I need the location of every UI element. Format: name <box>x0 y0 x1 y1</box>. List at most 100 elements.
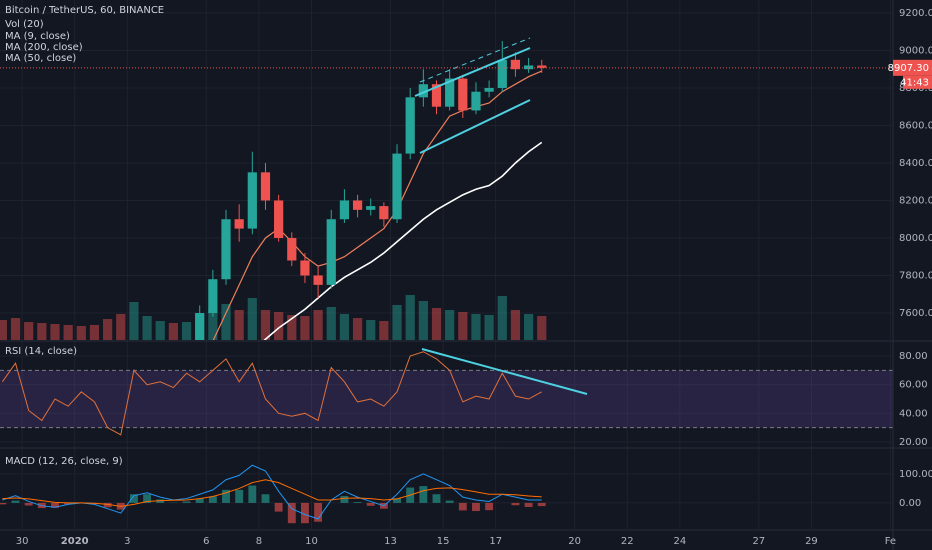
candle-body <box>339 200 350 220</box>
volume-bar <box>0 320 7 340</box>
y-tick-label: 9000.00 <box>899 45 932 56</box>
axes: 7600.007800.008000.008200.008400.008600.… <box>16 8 932 547</box>
trend-line <box>419 99 531 154</box>
pane-title: RSI (14, close) <box>5 346 77 357</box>
candle-body <box>537 65 547 68</box>
histogram-bar <box>432 494 441 503</box>
histogram-bar <box>274 502 283 512</box>
candle-body <box>445 78 455 107</box>
volume-bar <box>168 323 178 340</box>
price-pane <box>0 41 547 340</box>
candle-body <box>471 91 481 111</box>
volume-bar <box>484 315 494 340</box>
y-tick-label: 0.00 <box>899 498 921 509</box>
volume-bar <box>50 324 60 340</box>
volume-bar <box>431 308 442 340</box>
histogram-bar <box>511 502 520 506</box>
histogram-bar <box>366 502 375 506</box>
x-tick-label: 20 <box>568 536 581 547</box>
volume-bar <box>523 314 534 340</box>
trend-line <box>421 348 588 395</box>
legend-entry: Vol (20) <box>5 19 44 30</box>
volume-bar <box>234 310 244 340</box>
volume-bar <box>129 302 139 340</box>
volume-bar <box>510 310 521 340</box>
x-tick-label: 17 <box>489 536 502 547</box>
histogram-bar <box>195 498 204 503</box>
x-tick-label: 27 <box>752 536 765 547</box>
histogram-bar <box>235 489 244 503</box>
volume-bar <box>260 310 271 340</box>
histogram-bar <box>24 502 33 506</box>
y-tick-label: 80.00 <box>899 351 928 362</box>
histogram-bar <box>222 489 230 503</box>
candle-body <box>366 206 376 210</box>
chart-title: Bitcoin / TetherUS, 60, BINANCE <box>5 5 164 16</box>
histogram-bar <box>103 502 112 508</box>
volume-bar <box>208 308 218 340</box>
histogram-bar <box>156 499 165 503</box>
y-tick-label: 8000.00 <box>899 233 932 244</box>
volume-bar <box>445 310 455 340</box>
x-tick-label: 29 <box>805 536 818 547</box>
series-line <box>1 351 542 436</box>
histogram-bar <box>11 500 20 503</box>
legend-entry: MA (9, close) <box>5 31 70 42</box>
volume-bar <box>418 301 428 340</box>
pane-title: MACD (12, 26, close, 9) <box>5 456 123 467</box>
y-tick-label: 7800.00 <box>899 270 932 281</box>
x-tick-label: 15 <box>437 536 450 547</box>
histogram-bar <box>524 502 533 507</box>
candle-body <box>234 219 244 229</box>
candle-body <box>418 84 428 98</box>
histogram-bar <box>51 502 59 508</box>
candle-body <box>431 84 442 107</box>
histogram-bar <box>143 494 152 503</box>
candle-body <box>274 200 284 238</box>
x-tick-label: 2020 <box>61 536 89 547</box>
candle-body <box>379 206 389 220</box>
candle-body <box>392 153 402 220</box>
histogram-bar <box>353 502 362 503</box>
x-tick-label: 6 <box>203 536 209 547</box>
volume-bar <box>379 321 389 340</box>
price-tag <box>893 59 932 76</box>
grid <box>0 0 893 529</box>
histogram-bar <box>458 502 467 511</box>
volume-bar <box>247 298 257 340</box>
y-tick-label: 9200.00 <box>899 8 932 19</box>
drawings <box>414 37 588 395</box>
y-tick-label: 8600.00 <box>899 120 932 131</box>
x-tick-label: 8 <box>256 536 262 547</box>
histogram-bar <box>0 502 7 505</box>
y-tick-label: 7600.00 <box>899 308 932 319</box>
volume-bar <box>300 316 310 340</box>
histogram-bar <box>445 500 454 503</box>
volume-bar <box>352 318 363 340</box>
volume-bar <box>155 321 165 340</box>
price-tag-label: 8907.30 <box>888 63 929 74</box>
y-tick-label: 8200.00 <box>899 195 932 206</box>
histogram-bar <box>287 502 296 524</box>
candle-body <box>247 172 257 229</box>
candle-body <box>352 200 363 210</box>
y-tick-label: 8400.00 <box>899 158 932 169</box>
volume-bar <box>326 307 336 340</box>
x-tick-label: 13 <box>384 536 397 547</box>
rsi-pane <box>0 351 893 436</box>
series-line <box>212 70 542 340</box>
candle-body <box>523 65 534 70</box>
countdown-tag <box>903 75 932 89</box>
volume-bar <box>392 305 402 340</box>
rsi-band <box>0 370 893 428</box>
histogram-bar <box>472 502 480 512</box>
histogram-bar <box>261 494 270 503</box>
candle-body <box>405 97 415 154</box>
volume-bar <box>24 322 34 340</box>
candle-body <box>287 237 297 261</box>
volume-bar <box>221 304 231 340</box>
x-tick-label: 24 <box>674 536 687 547</box>
trend-line <box>414 47 531 97</box>
volume-bar <box>103 319 113 340</box>
